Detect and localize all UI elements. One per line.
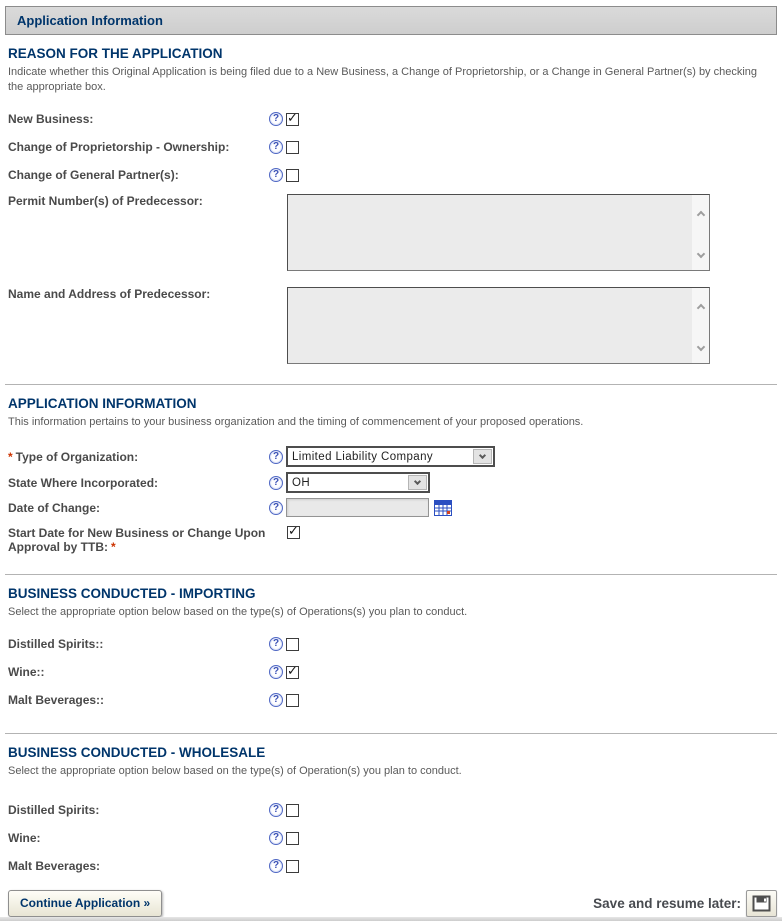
textarea-scrollbar[interactable] bbox=[692, 288, 709, 363]
row-wholesale-malt-beverages: Malt Beverages: ? bbox=[8, 859, 774, 873]
scroll-down-icon[interactable] bbox=[696, 249, 705, 259]
help-icon[interactable]: ? bbox=[269, 449, 283, 464]
scroll-up-icon[interactable] bbox=[696, 210, 705, 220]
section-divider bbox=[5, 574, 777, 575]
textarea-body bbox=[288, 288, 692, 363]
scroll-up-icon[interactable] bbox=[696, 303, 705, 313]
help-icon[interactable]: ? bbox=[269, 500, 283, 515]
section-divider bbox=[5, 733, 777, 734]
help-icon[interactable]: ? bbox=[269, 831, 283, 845]
wholesale-distilled-spirits-label: Distilled Spirits: bbox=[8, 803, 100, 817]
help-icon[interactable]: ? bbox=[269, 637, 283, 651]
wholesale-distilled-spirits-checkbox[interactable] bbox=[286, 803, 299, 817]
change-proprietorship-label: Change of Proprietorship - Ownership: bbox=[8, 140, 230, 154]
date-of-change-input bbox=[286, 498, 429, 517]
start-date-checkbox[interactable] bbox=[287, 524, 300, 539]
new-business-checkbox[interactable] bbox=[286, 111, 299, 126]
page-bottom-strip bbox=[0, 917, 782, 921]
required-asterisk: * bbox=[111, 540, 116, 554]
change-general-partners-label: Change of General Partner(s): bbox=[8, 168, 179, 182]
row-wholesale-distilled-spirits: Distilled Spirits: ? bbox=[8, 803, 774, 817]
importing-distilled-spirits-label: Distilled Spirits:: bbox=[8, 637, 104, 651]
help-icon[interactable]: ? bbox=[269, 665, 283, 679]
help-icon[interactable]: ? bbox=[269, 140, 283, 154]
help-icon[interactable]: ? bbox=[269, 803, 283, 817]
state-incorporated-label: State Where Incorporated: bbox=[8, 475, 159, 490]
row-importing-wine: Wine:: ? bbox=[8, 664, 774, 679]
row-name-address-predecessor: Name and Address of Predecessor: bbox=[8, 287, 774, 364]
section-desc-importing: Select the appropriate option below base… bbox=[8, 606, 468, 618]
form-content: REASON FOR THE APPLICATION Indicate whet… bbox=[0, 46, 782, 873]
textarea-scrollbar[interactable] bbox=[692, 195, 709, 270]
name-address-predecessor-label: Name and Address of Predecessor: bbox=[8, 287, 211, 301]
wholesale-wine-label: Wine: bbox=[8, 831, 41, 845]
date-of-change-label: Date of Change: bbox=[8, 500, 101, 515]
row-importing-malt-beverages: Malt Beverages:: ? bbox=[8, 693, 774, 707]
importing-wine-checkbox[interactable] bbox=[286, 664, 299, 679]
required-asterisk: * bbox=[8, 449, 13, 464]
footer-actions: Continue Application » Save and resume l… bbox=[8, 890, 777, 917]
help-icon[interactable]: ? bbox=[269, 112, 283, 126]
chevron-down-icon bbox=[413, 477, 422, 485]
page-title: Application Information bbox=[17, 13, 163, 28]
select-dropdown-button[interactable] bbox=[473, 449, 492, 464]
textarea-body bbox=[288, 195, 692, 270]
scroll-down-icon[interactable] bbox=[696, 342, 705, 352]
type-of-organization-label: * Type of Organization: bbox=[8, 449, 139, 464]
wholesale-malt-beverages-label: Malt Beverages: bbox=[8, 859, 101, 873]
importing-malt-beverages-checkbox[interactable] bbox=[286, 693, 299, 707]
row-permit-numbers: Permit Number(s) of Predecessor: bbox=[8, 194, 774, 271]
row-date-of-change: Date of Change: ? bbox=[8, 498, 774, 517]
select-dropdown-button[interactable] bbox=[408, 475, 427, 490]
section-desc-application: This information pertains to your busine… bbox=[8, 416, 584, 428]
new-business-label: New Business: bbox=[8, 112, 94, 126]
row-change-general-partners: Change of General Partner(s): ? bbox=[8, 168, 774, 182]
save-button[interactable] bbox=[746, 890, 777, 917]
row-new-business: New Business: ? bbox=[8, 111, 774, 126]
wholesale-wine-checkbox[interactable] bbox=[286, 831, 299, 845]
page-header-bar: Application Information bbox=[5, 6, 777, 35]
help-icon[interactable]: ? bbox=[269, 693, 283, 707]
section-title-application: APPLICATION INFORMATION bbox=[8, 396, 197, 411]
change-general-partners-checkbox[interactable] bbox=[286, 168, 299, 182]
row-wholesale-wine: Wine: ? bbox=[8, 831, 774, 845]
section-title-reason: REASON FOR THE APPLICATION bbox=[8, 46, 223, 61]
wholesale-malt-beverages-checkbox[interactable] bbox=[286, 859, 299, 873]
section-desc-wholesale: Select the appropriate option below base… bbox=[8, 765, 462, 777]
type-of-organization-select[interactable]: Limited Liability Company bbox=[286, 446, 495, 467]
continue-application-button[interactable]: Continue Application » bbox=[8, 890, 163, 917]
section-title-importing: BUSINESS CONDUCTED - IMPORTING bbox=[8, 586, 256, 601]
help-icon[interactable]: ? bbox=[269, 475, 283, 490]
section-divider bbox=[5, 384, 777, 385]
save-resume-label: Save and resume later: bbox=[593, 896, 741, 911]
help-icon[interactable]: ? bbox=[269, 859, 283, 873]
permit-numbers-label: Permit Number(s) of Predecessor: bbox=[8, 194, 203, 208]
change-proprietorship-checkbox[interactable] bbox=[286, 140, 299, 154]
row-start-date: Start Date for New Business or Change Up… bbox=[8, 524, 774, 554]
row-change-proprietorship: Change of Proprietorship - Ownership: ? bbox=[8, 140, 774, 154]
row-state-incorporated: State Where Incorporated: ? OH bbox=[8, 472, 774, 493]
row-importing-distilled-spirits: Distilled Spirits:: ? bbox=[8, 637, 774, 651]
select-value: Limited Liability Company bbox=[292, 450, 434, 463]
row-type-of-organization: * Type of Organization: ? Limited Liabili… bbox=[8, 446, 774, 467]
section-title-wholesale: BUSINESS CONDUCTED - WHOLESALE bbox=[8, 745, 266, 760]
calendar-icon[interactable] bbox=[434, 499, 452, 517]
help-icon[interactable]: ? bbox=[269, 168, 283, 182]
floppy-disk-icon bbox=[752, 895, 771, 912]
importing-wine-label: Wine:: bbox=[8, 665, 45, 679]
permit-numbers-textarea bbox=[287, 194, 710, 271]
chevron-down-icon bbox=[478, 451, 487, 459]
name-address-predecessor-textarea bbox=[287, 287, 710, 364]
state-incorporated-select[interactable]: OH bbox=[286, 472, 430, 493]
save-resume-area: Save and resume later: bbox=[593, 890, 777, 917]
importing-malt-beverages-label: Malt Beverages:: bbox=[8, 693, 105, 707]
section-desc-reason: Indicate whether this Original Applicati… bbox=[8, 66, 758, 93]
importing-distilled-spirits-checkbox[interactable] bbox=[286, 637, 299, 651]
start-date-label: Start Date for New Business or Change Up… bbox=[8, 526, 266, 554]
select-value: OH bbox=[292, 476, 311, 489]
